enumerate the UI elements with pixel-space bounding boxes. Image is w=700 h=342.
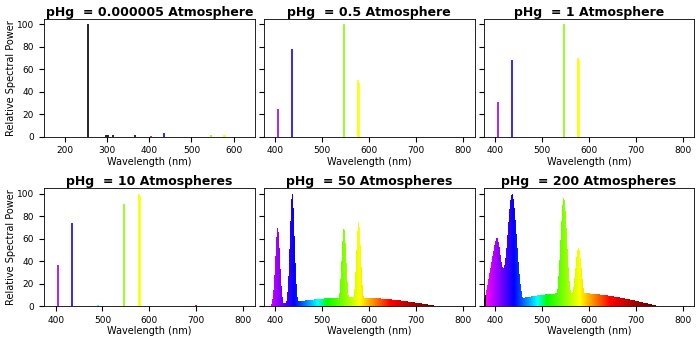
X-axis label: Wavelength (nm): Wavelength (nm) bbox=[547, 157, 631, 167]
Title: pHg  = 1 Atmosphere: pHg = 1 Atmosphere bbox=[514, 5, 664, 18]
Title: pHg  = 50 Atmospheres: pHg = 50 Atmospheres bbox=[286, 175, 452, 188]
X-axis label: Wavelength (nm): Wavelength (nm) bbox=[327, 157, 412, 167]
X-axis label: Wavelength (nm): Wavelength (nm) bbox=[107, 327, 192, 337]
X-axis label: Wavelength (nm): Wavelength (nm) bbox=[107, 157, 192, 167]
X-axis label: Wavelength (nm): Wavelength (nm) bbox=[547, 327, 631, 337]
Y-axis label: Relative Spectral Power: Relative Spectral Power bbox=[6, 20, 15, 135]
Title: pHg  = 10 Atmospheres: pHg = 10 Atmospheres bbox=[66, 175, 232, 188]
Title: pHg  = 200 Atmospheres: pHg = 200 Atmospheres bbox=[501, 175, 677, 188]
Title: pHg  = 0.5 Atmosphere: pHg = 0.5 Atmosphere bbox=[287, 5, 451, 18]
Y-axis label: Relative Spectral Power: Relative Spectral Power bbox=[6, 189, 15, 305]
Title: pHg  = 0.000005 Atmosphere: pHg = 0.000005 Atmosphere bbox=[46, 5, 253, 18]
X-axis label: Wavelength (nm): Wavelength (nm) bbox=[327, 327, 412, 337]
